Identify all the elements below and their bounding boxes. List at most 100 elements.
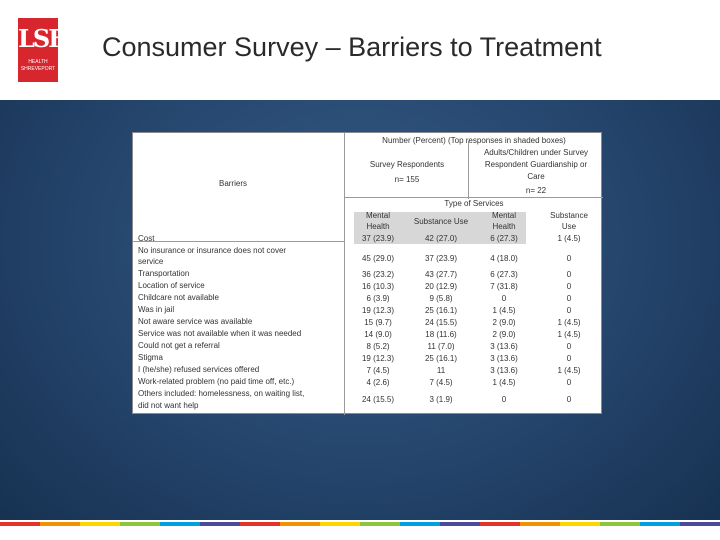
color-stripe-segment: [280, 522, 320, 526]
barrier-label: Cost: [138, 234, 155, 243]
table-cell: 1 (4.5): [492, 306, 516, 315]
values-column-su: 43 (27.7) 20 (12.9) 9 (5.8) 25 (16.1) 24…: [411, 269, 471, 389]
cell-others-su2: 0: [566, 395, 572, 404]
barrier-label: Stigma: [138, 353, 163, 362]
logo-subtext: HEALTH SHREVEPORT: [18, 59, 58, 73]
divider-header-body: [133, 241, 345, 242]
col-substance-use-2-l2: Use: [561, 222, 577, 231]
table-cell: 0: [501, 294, 507, 303]
color-stripe-segment: [320, 522, 360, 526]
group1-label: Survey Respondents: [369, 160, 445, 169]
barrier-label: service: [138, 257, 164, 266]
cell-others-mh: 24 (15.5): [361, 395, 395, 404]
cell-insurance-su2: 0: [566, 254, 572, 263]
divider-barriers: [344, 133, 345, 415]
values-column-mh2: 6 (27.3) 7 (31.8) 0 1 (4.5) 2 (9.0) 2 (9…: [474, 269, 534, 389]
cell-others-mh2: 0: [501, 395, 507, 404]
col-mental-health-2-l1: Mental: [491, 211, 516, 220]
table-cell: 6 (3.9): [366, 294, 390, 303]
table-cell: 0: [566, 270, 572, 279]
color-stripe-segment: [0, 522, 40, 526]
table-cell: 36 (23.2): [361, 270, 395, 279]
slide-header: LSF HEALTH SHREVEPORT Consumer Survey – …: [0, 0, 720, 100]
col-mental-health-l1: Mental: [365, 211, 390, 220]
color-stripe-segment: [240, 522, 280, 526]
table-cell: 11: [436, 366, 446, 375]
color-stripe-segment: [80, 522, 120, 526]
slide-title: Consumer Survey – Barriers to Treatment: [102, 32, 602, 62]
table-cell: 18 (11.6): [425, 330, 457, 339]
cell-cost-su: 42 (27.0): [424, 234, 458, 243]
barrier-label: Location of service: [138, 281, 205, 290]
group2-line2: Respondent Guardianship or: [484, 160, 588, 169]
col-substance-use-2-l1: Substance: [550, 211, 588, 220]
barrier-label: Others included: homelessness, on waitin…: [138, 389, 305, 398]
cell-insurance-su: 37 (23.9): [424, 254, 458, 263]
color-stripe-segment: [40, 522, 80, 526]
cell-cost-su2: 1 (4.5): [557, 234, 581, 243]
logo-line1: HEALTH: [28, 59, 48, 65]
logo-mark: LSF: [18, 24, 65, 53]
cell-others-su: 3 (1.9): [429, 395, 453, 404]
cell-insurance-mh2: 4 (18.0): [490, 254, 518, 263]
table-cell: 15 (9.7): [364, 318, 392, 327]
group2-line1: Adults/Children under Survey: [483, 148, 589, 157]
barrier-label: I (he/she) refused services offered: [138, 365, 260, 374]
divider-under-groups: [345, 197, 603, 198]
table-cell: 25 (16.1): [424, 306, 458, 315]
color-stripe-segment: [200, 522, 240, 526]
table-cell: 19 (12.3): [361, 354, 395, 363]
table-cell: 7 (31.8): [490, 282, 518, 291]
barriers-table: Number (Percent) (Top responses in shade…: [132, 132, 603, 415]
table-cell: 2 (9.0): [492, 318, 516, 327]
barrier-label: did not want help: [138, 401, 199, 410]
cell-cost-mh2: 6 (27.3): [490, 234, 518, 243]
table-cell: 0: [566, 354, 572, 363]
table-cell: 0: [566, 282, 572, 291]
shade-mental-health: [354, 212, 410, 244]
table-cell: 1 (4.5): [492, 378, 516, 387]
color-stripe-segment: [440, 522, 480, 526]
table-cell: 19 (12.3): [361, 306, 395, 315]
color-stripe-bar: [0, 522, 720, 526]
type-of-services: Type of Services: [444, 199, 504, 208]
table-cell: 43 (27.7): [424, 270, 458, 279]
barrier-label: Work-related problem (no paid time off, …: [138, 377, 295, 386]
divider-groups: [468, 141, 469, 199]
barrier-label: Could not get a referral: [138, 341, 220, 350]
table-cell: 24 (15.5): [424, 318, 458, 327]
table-cell: 9 (5.8): [429, 294, 453, 303]
color-stripe-segment: [160, 522, 200, 526]
color-stripe-segment: [560, 522, 600, 526]
table-cell: 3 (13.6): [490, 342, 518, 351]
table-cell: 2 (9.0): [492, 330, 516, 339]
table-cell: 4 (2.6): [366, 378, 390, 387]
group2-line3: Care: [527, 172, 545, 181]
color-stripe-segment: [360, 522, 400, 526]
barrier-label: Childcare not available: [138, 293, 219, 302]
color-stripe-segment: [680, 522, 720, 526]
barrier-label: Was in jail: [138, 305, 175, 314]
table-cell: 7 (4.5): [366, 366, 390, 375]
values-column-su2: 0 0 0 0 1 (4.5) 1 (4.5) 0 0 1 (4.5) 0: [539, 269, 599, 389]
group2-n: n= 22: [525, 186, 547, 195]
table-cell: 3 (13.6): [490, 354, 518, 363]
table-cell: 0: [566, 342, 572, 351]
table-cell: 6 (27.3): [490, 270, 518, 279]
lsf-health-logo: LSF HEALTH SHREVEPORT: [18, 18, 65, 82]
col-mental-health-l2: Health: [366, 222, 390, 231]
color-stripe-segment: [520, 522, 560, 526]
table-cell: 7 (4.5): [429, 378, 453, 387]
color-stripe-segment: [600, 522, 640, 526]
barrier-label: No insurance or insurance does not cover: [138, 246, 287, 255]
header-number-percent: Number (Percent) (Top responses in shade…: [382, 136, 566, 145]
table-cell: 16 (10.3): [361, 282, 395, 291]
color-stripe-segment: [120, 522, 160, 526]
logo-line2: SHREVEPORT: [20, 66, 56, 72]
header-barriers: Barriers: [218, 179, 247, 188]
values-column-mh: 36 (23.2) 16 (10.3) 6 (3.9) 19 (12.3) 15…: [348, 269, 408, 389]
col-mental-health-2-l2: Health: [492, 222, 516, 231]
table-cell: 8 (5.2): [366, 342, 390, 351]
cell-insurance-mh: 45 (29.0): [361, 254, 395, 263]
barrier-label: Not aware service was available: [138, 317, 253, 326]
